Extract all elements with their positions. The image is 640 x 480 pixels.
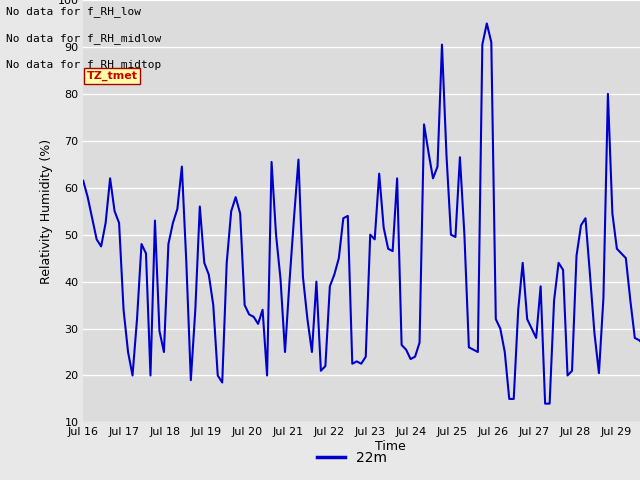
22m	[321, 363, 329, 369]
22m	[429, 176, 437, 181]
Text: No data for f_RH_midlow: No data for f_RH_midlow	[6, 33, 162, 44]
Text: No data for f_RH_midtop: No data for f_RH_midtop	[6, 59, 162, 70]
22m	[303, 316, 311, 322]
22m	[524, 316, 531, 322]
22m	[79, 178, 87, 183]
Text: No data for f_RH_low: No data for f_RH_low	[6, 6, 141, 17]
Legend: 22m: 22m	[312, 445, 392, 471]
22m	[541, 401, 549, 407]
X-axis label: Time: Time	[375, 440, 406, 453]
22m	[483, 21, 491, 26]
22m	[609, 211, 616, 216]
Text: TZ_tmet: TZ_tmet	[86, 71, 138, 82]
Line: 22m: 22m	[83, 24, 640, 404]
Y-axis label: Relativity Humidity (%): Relativity Humidity (%)	[40, 139, 53, 284]
